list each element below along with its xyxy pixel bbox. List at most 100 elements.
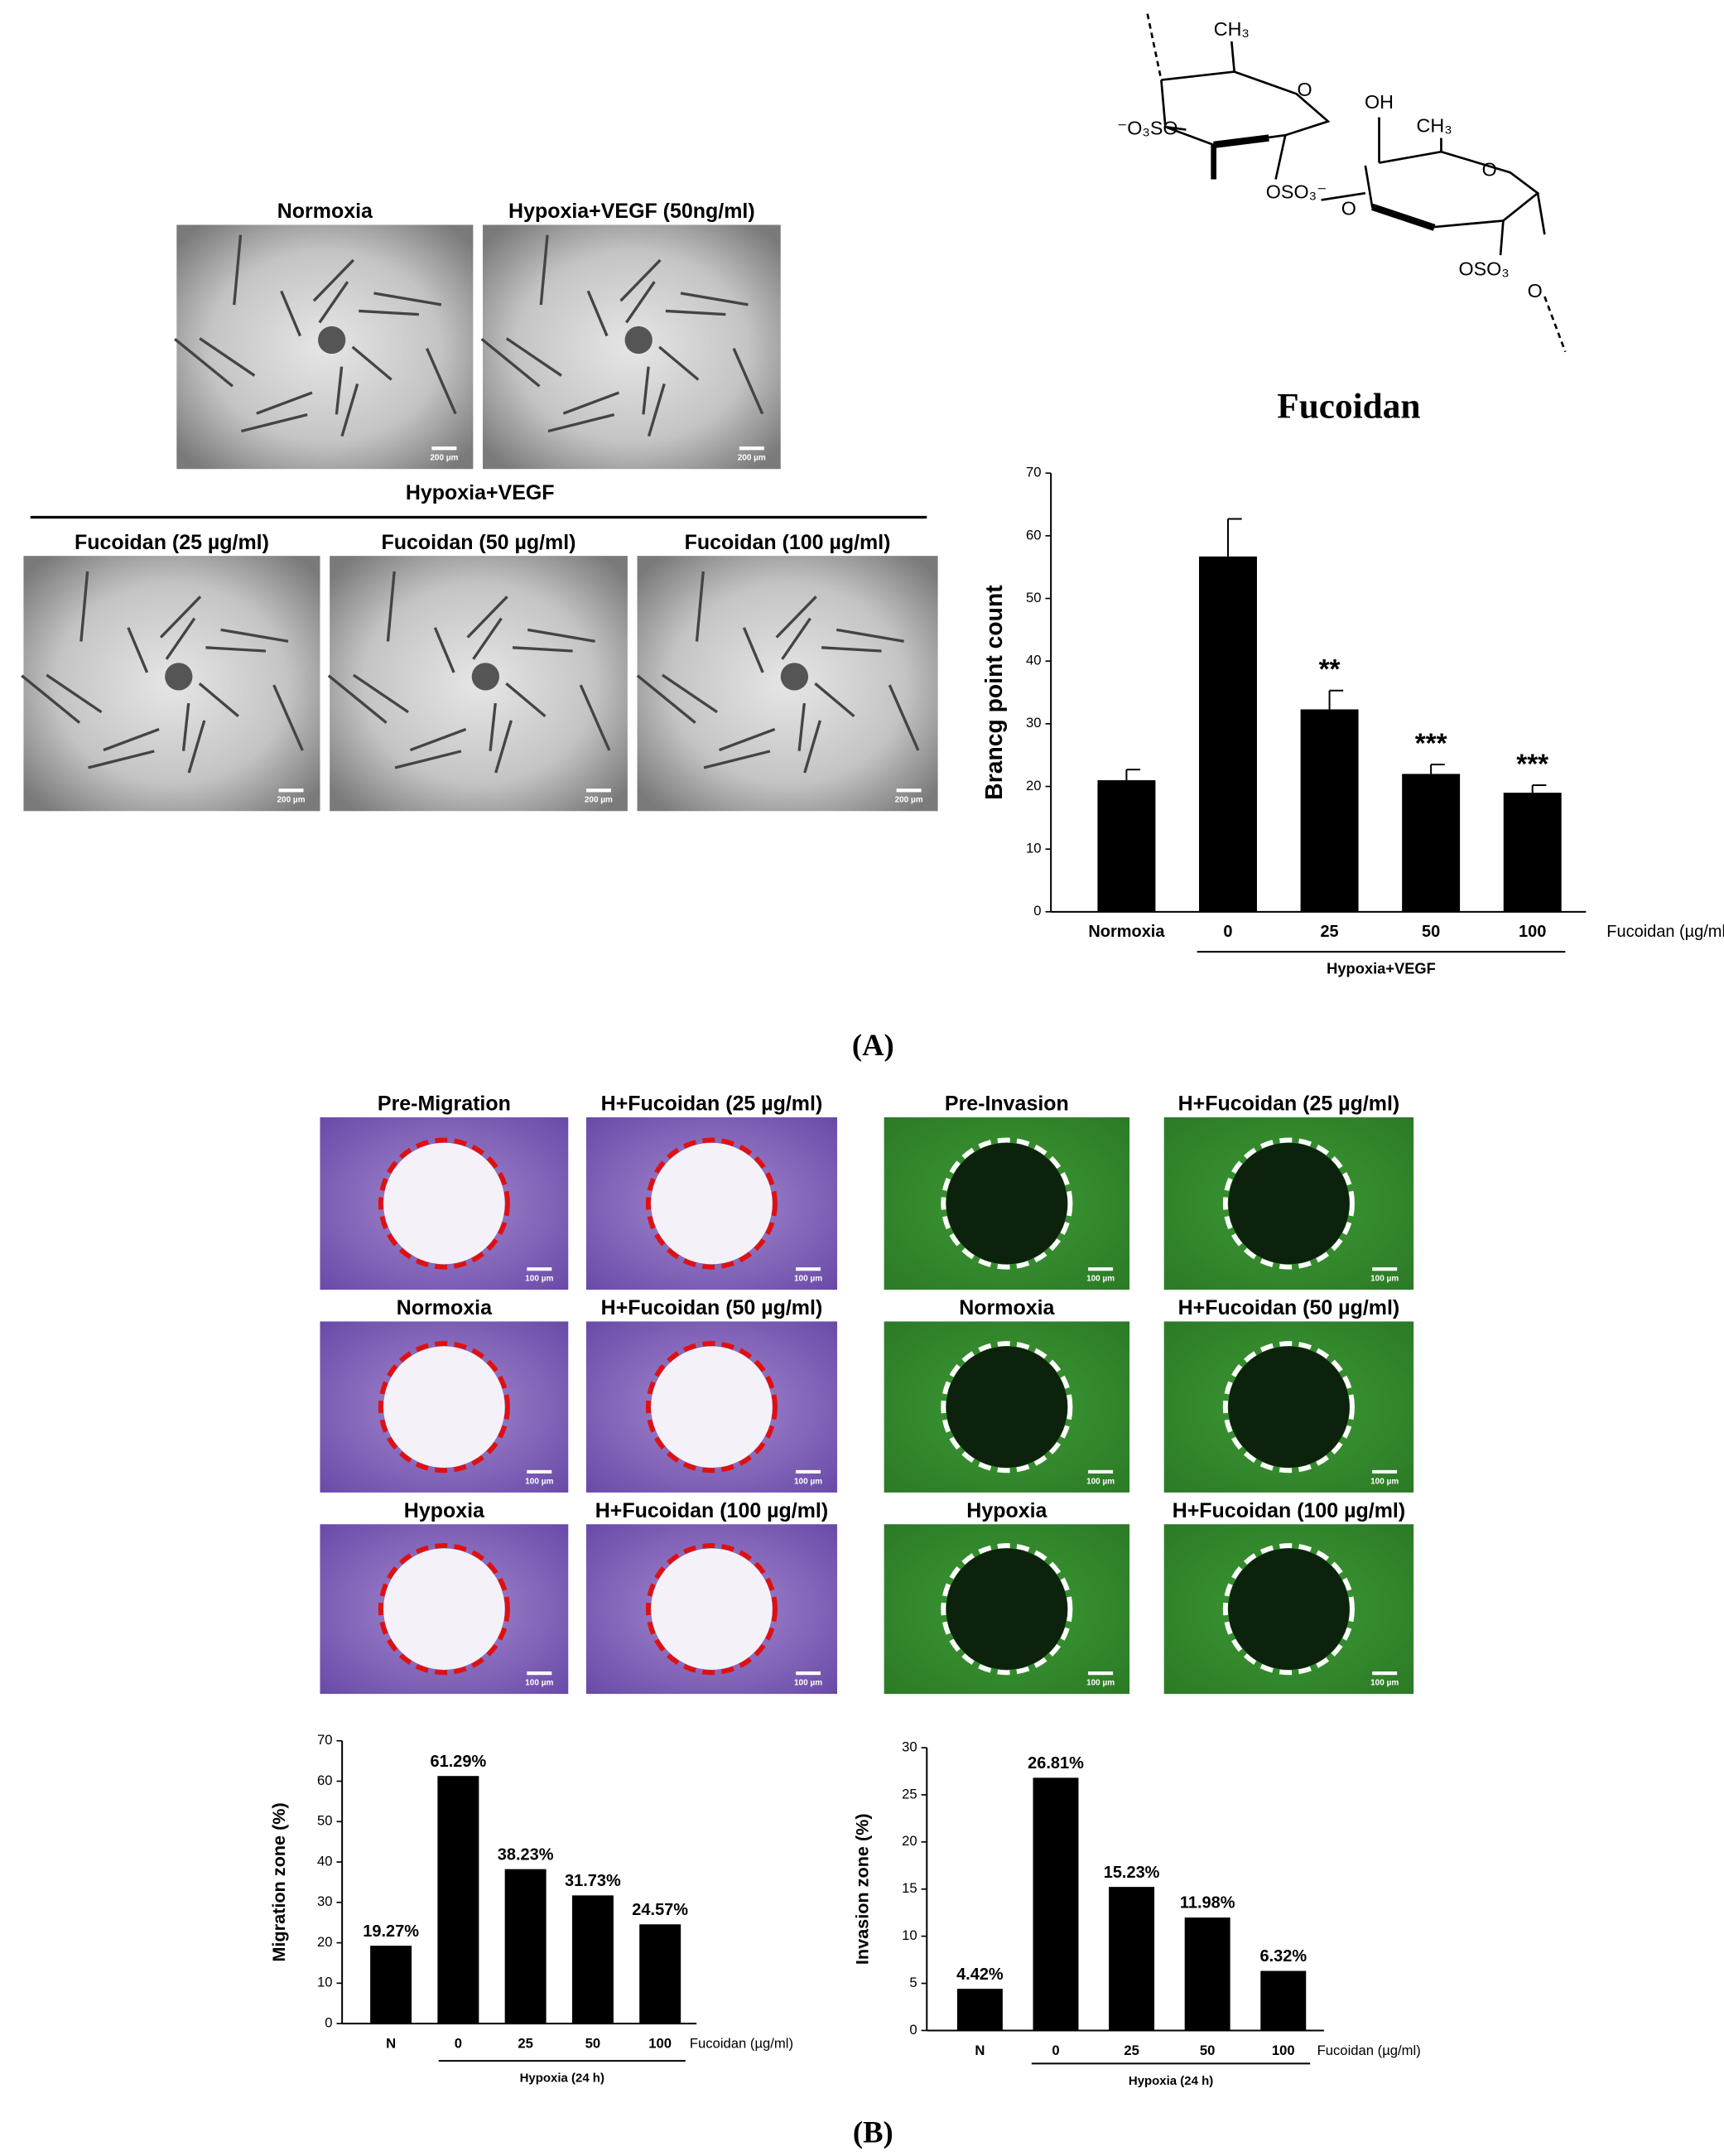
- tube: [527, 628, 595, 643]
- tube: [352, 673, 409, 714]
- image-title: Fucoidan (50 µg/ml): [382, 531, 576, 554]
- tube: [280, 290, 301, 337]
- tube: [466, 596, 508, 639]
- scale-label: 100 µm: [794, 1678, 822, 1687]
- tube: [205, 646, 267, 653]
- tube: [21, 674, 81, 724]
- spot: [318, 326, 346, 355]
- micrograph: 100 µm: [320, 1321, 569, 1493]
- zone: [946, 1346, 1068, 1468]
- tube: [680, 292, 749, 306]
- y-tick-label: 40: [317, 1853, 333, 1869]
- x-tick-label: 100: [648, 2035, 672, 2051]
- y-tick-label: 20: [1026, 778, 1042, 793]
- structure-label: ⁻O₃SO: [1117, 118, 1178, 139]
- image-title: Fucoidan (25 µg/ml): [75, 531, 269, 554]
- tube: [512, 646, 573, 653]
- zone-outline: [378, 1137, 510, 1270]
- tube: [489, 702, 497, 751]
- image-title: Hypoxia: [404, 1499, 485, 1522]
- tube: [821, 646, 882, 653]
- y-tick-label: 30: [902, 1739, 917, 1754]
- tube: [539, 234, 549, 306]
- x-tick-label: N: [386, 2035, 396, 2051]
- tube: [636, 674, 696, 724]
- value-label: 4.42%: [956, 1965, 1004, 1984]
- spot: [471, 663, 500, 691]
- y-tick-label: 25: [902, 1786, 917, 1801]
- micrograph: 100 µm: [585, 1321, 838, 1493]
- zone-outline: [941, 1137, 1073, 1270]
- x-note: Fucoidan (µg/ml): [690, 2035, 793, 2051]
- tube: [703, 750, 771, 769]
- y-axis-title: Brancg point count: [980, 585, 1007, 800]
- tube: [888, 684, 920, 751]
- tube: [472, 617, 503, 660]
- bar: [1109, 1887, 1155, 2031]
- tube: [335, 366, 344, 415]
- value-label: 6.32%: [1259, 1947, 1307, 1965]
- tube: [547, 412, 615, 433]
- zone-outline: [645, 1137, 778, 1270]
- x-tick-label: 50: [1422, 923, 1440, 941]
- bar: [1300, 709, 1359, 912]
- tube: [695, 571, 705, 642]
- y-tick-label: 60: [1026, 527, 1042, 543]
- x-tick-label: 100: [1272, 2043, 1295, 2058]
- tube: [165, 617, 196, 660]
- zone-outline: [941, 1543, 1073, 1676]
- bar: [504, 1869, 547, 2024]
- tube: [662, 673, 719, 714]
- group-label: Hypoxia (24 h): [1129, 2074, 1213, 2088]
- image-title: H+Fucoidan (100 µg/ml): [595, 1499, 828, 1522]
- y-tick-label: 20: [902, 1833, 917, 1849]
- micrograph: 200 µm: [21, 556, 320, 812]
- image-title: Normoxia: [397, 1296, 493, 1319]
- tube: [836, 628, 904, 643]
- value-label: 26.81%: [1028, 1754, 1084, 1773]
- value-label: 61.29%: [431, 1753, 487, 1771]
- panel-label: (A): [852, 1028, 894, 1062]
- y-tick-label: 40: [1026, 653, 1042, 668]
- tube: [775, 596, 817, 639]
- tube: [658, 345, 700, 381]
- y-tick-label: 0: [1033, 903, 1041, 919]
- x-tick-label: 25: [518, 2035, 533, 2051]
- tube: [562, 391, 620, 415]
- zone: [1228, 1548, 1350, 1670]
- value-label: 15.23%: [1104, 1864, 1160, 1882]
- y-axis-title: Migration zone (%): [268, 1802, 289, 1961]
- tube: [494, 720, 513, 774]
- image-title: Hypoxia+VEGF (50ng/ml): [508, 200, 755, 223]
- zone-outline: [941, 1341, 1073, 1474]
- tube: [718, 727, 776, 752]
- x-tick-label: 50: [1200, 2043, 1216, 2058]
- structure-label: O: [1482, 159, 1497, 181]
- tube: [327, 674, 388, 724]
- significance: ***: [1516, 749, 1548, 779]
- micrograph: 200 µm: [480, 224, 781, 470]
- scale-label: 100 µm: [525, 1477, 553, 1486]
- scale-label: 100 µm: [525, 1678, 553, 1687]
- tube: [625, 281, 656, 324]
- scale-label: 200 µm: [738, 454, 766, 463]
- panel-label: (B): [853, 2115, 893, 2149]
- zone: [1228, 1142, 1350, 1265]
- structure-label: OH: [1365, 91, 1394, 113]
- group-label: Hypoxia+VEGF: [1327, 960, 1436, 977]
- significance: ***: [1415, 729, 1447, 760]
- value-label: 11.98%: [1180, 1894, 1235, 1912]
- bar: [1033, 1777, 1079, 2031]
- tube: [665, 309, 726, 316]
- scale-label: 200 µm: [895, 796, 923, 805]
- y-tick-label: 50: [317, 1813, 333, 1829]
- micrograph: 100 µm: [884, 1117, 1130, 1290]
- tube: [797, 702, 806, 751]
- y-tick-label: 70: [317, 1732, 333, 1748]
- tube: [586, 290, 609, 337]
- zone: [383, 1346, 505, 1468]
- compound-name: Fucoidan: [1277, 387, 1420, 427]
- y-tick-label: 50: [1026, 590, 1042, 605]
- tube: [373, 292, 442, 306]
